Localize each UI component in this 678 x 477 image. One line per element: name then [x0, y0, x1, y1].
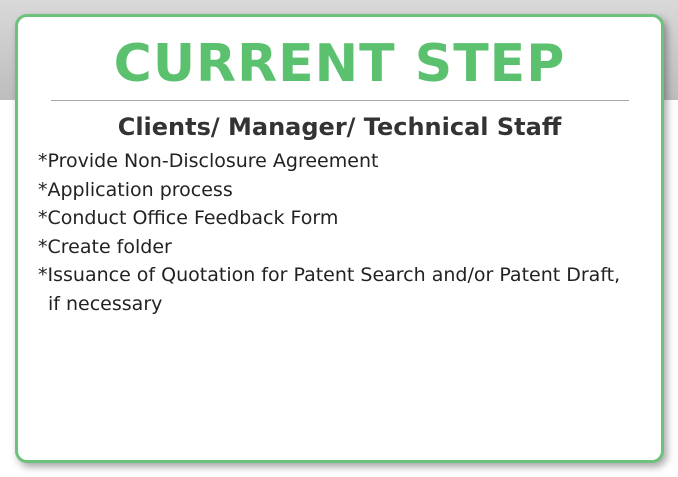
- step-item-feedback-form: *Conduct Office Feedback Form: [38, 204, 638, 233]
- step-item-nda: *Provide Non-Disclosure Agreement: [38, 147, 638, 176]
- step-item-create-folder: *Create folder: [38, 233, 638, 262]
- title-divider: [51, 100, 629, 101]
- card-title: CURRENT STEP: [18, 35, 661, 93]
- step-list: *Provide Non-Disclosure Agreement *Appli…: [38, 147, 638, 318]
- current-step-card: CURRENT STEP Clients/ Manager/ Technical…: [15, 14, 664, 463]
- card-subtitle: Clients/ Manager/ Technical Staff: [18, 112, 661, 142]
- step-item-application: *Application process: [38, 176, 638, 205]
- step-item-quotation: *Issuance of Quotation for Patent Search…: [38, 261, 638, 318]
